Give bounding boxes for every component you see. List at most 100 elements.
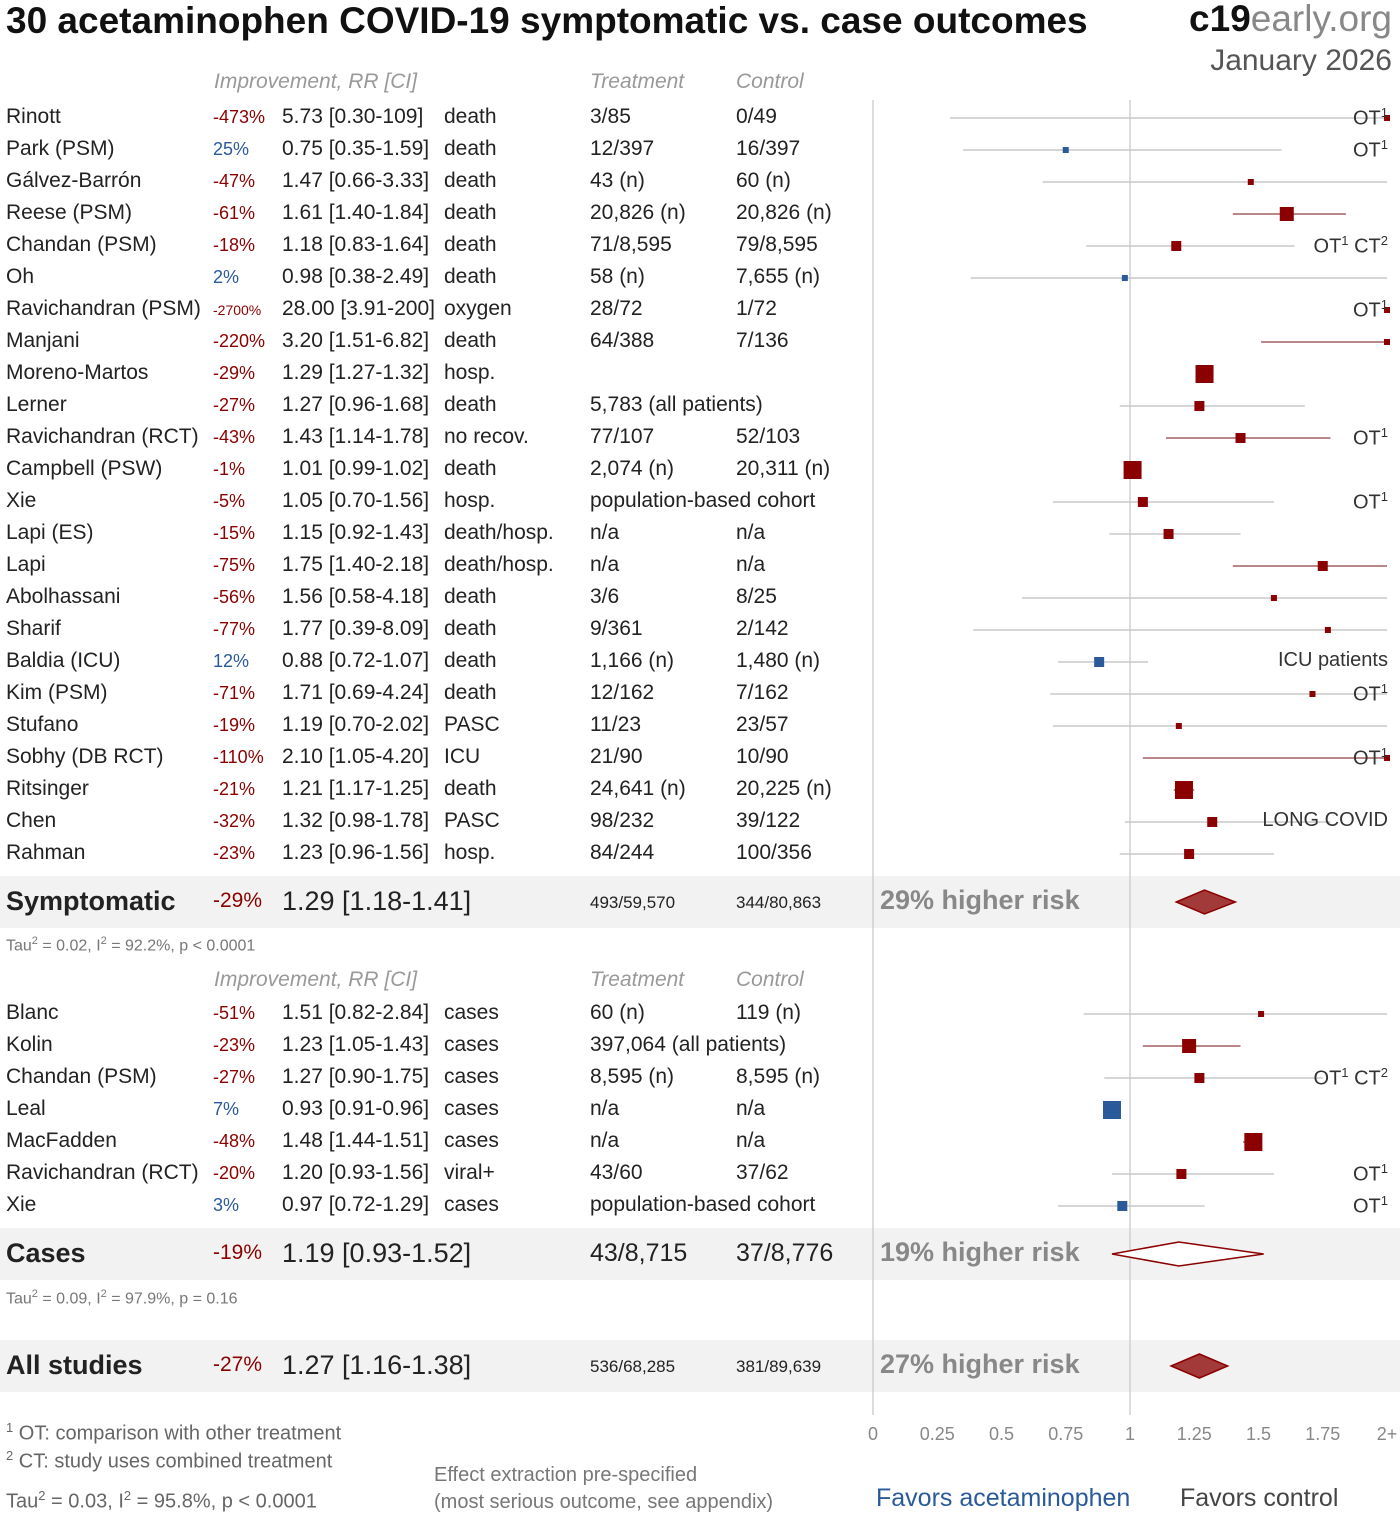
study-control: 39/122 — [736, 809, 801, 832]
study-treatment: 84/244 — [590, 841, 655, 864]
study-name: Manjani — [6, 329, 80, 352]
study-outcome: PASC — [444, 713, 500, 736]
study-outcome: cases — [444, 1065, 499, 1088]
study-improvement: -61% — [213, 203, 256, 223]
study-improvement: -23% — [213, 1035, 256, 1055]
study-rr: 1.15 [0.92-1.43] — [282, 521, 430, 544]
summary-name: Cases — [6, 1238, 86, 1268]
x-tick-label: 1.75 — [1305, 1424, 1340, 1444]
study-note: OT1 — [1352, 745, 1388, 770]
study-rr: 1.27 [0.90-1.75] — [282, 1065, 430, 1088]
point-estimate — [1207, 817, 1218, 827]
study-treatment: 58 (n) — [590, 265, 645, 288]
study-name: Chandan (PSM) — [6, 1065, 157, 1088]
study-rr: 1.29 [1.27-1.32] — [282, 361, 430, 384]
study-row: Ravichandran (RCT) -43% 1.43 [1.14-1.78] no… — [0, 421, 870, 453]
study-rr: 1.61 [1.40-1.84] — [282, 201, 430, 224]
study-improvement: -473% — [213, 107, 266, 127]
study-improvement: 2% — [213, 267, 240, 287]
x-tick-label: 0.5 — [989, 1424, 1014, 1444]
study-rr: 1.32 [0.98-1.78] — [282, 809, 430, 832]
study-treatment: n/a — [590, 521, 620, 544]
study-improvement: -27% — [213, 395, 256, 415]
study-rr: 0.75 [0.35-1.59] — [282, 137, 430, 160]
study-rr: 1.75 [1.40-2.18] — [282, 553, 430, 576]
study-control: 52/103 — [736, 425, 801, 448]
study-treatment: 60 (n) — [590, 1001, 645, 1024]
study-row: Kim (PSM) -71% 1.71 [0.69-4.24] death 12/162… — [0, 677, 870, 709]
study-outcome: cases — [444, 1129, 499, 1152]
study-row: Baldia (ICU) 12% 0.88 [0.72-1.07] death 1,16… — [0, 645, 870, 677]
study-treatment: n/a — [590, 1097, 620, 1120]
study-note: OT1 — [1352, 489, 1388, 514]
study-outcome: ICU — [444, 745, 481, 768]
study-outcome: cases — [444, 1001, 499, 1024]
study-improvement: -20% — [213, 1163, 256, 1183]
study-name: Ravichandran (RCT) — [6, 425, 199, 448]
study-name: Kim (PSM) — [6, 681, 108, 704]
effect-note-line2: (most serious outcome, see appendix) — [434, 1491, 774, 1513]
study-treatment: 77/107 — [590, 425, 655, 448]
point-estimate — [1247, 179, 1254, 185]
study-rr: 1.01 [0.99-1.02] — [282, 457, 430, 480]
study-outcome: viral+ — [444, 1161, 495, 1184]
summary-risk: 19% higher risk — [880, 1237, 1080, 1267]
point-estimate — [1175, 723, 1182, 729]
study-row: Oh 2% 0.98 [0.38-2.49] death 58 (n) 7,655 (n) — [0, 261, 870, 293]
study-rr: 1.56 [0.58-4.18] — [282, 585, 430, 608]
summary-risk: 27% higher risk — [880, 1349, 1080, 1379]
study-control: 100/356 — [736, 841, 812, 864]
heterogeneity-stats: Tau2 = 0.09, I2 = 97.9%, p = 0.16 — [6, 1288, 238, 1308]
brand-logo[interactable]: c19early.org — [1189, 0, 1392, 40]
summary-name: Symptomatic — [6, 886, 176, 916]
summary-control: 344/80,863 — [736, 893, 822, 912]
study-note: OT1 — [1352, 425, 1388, 450]
summary-diamond — [1174, 889, 1238, 915]
point-estimate — [1384, 307, 1390, 313]
effect-note-line1: Effect extraction pre-specified — [434, 1464, 698, 1486]
point-estimate — [1062, 147, 1069, 153]
study-rr: 0.88 [0.72-1.07] — [282, 649, 430, 672]
x-tick-label: 1.5 — [1246, 1424, 1271, 1444]
study-treatment: 98/232 — [590, 809, 655, 832]
summary-treatment: 43/8,715 — [590, 1239, 688, 1267]
study-treatment: 21/90 — [590, 745, 643, 768]
study-row: Lapi (ES) -15% 1.15 [0.92-1.43] death/hosp.… — [0, 517, 870, 549]
summary-improvement: -29% — [213, 889, 263, 912]
point-estimate — [1384, 755, 1390, 761]
study-improvement: -77% — [213, 619, 256, 639]
study-treatment: 43 (n) — [590, 169, 645, 192]
study-treatment: 9/361 — [590, 617, 643, 640]
study-treatment: 3/85 — [590, 105, 631, 128]
study-name: Lapi — [6, 553, 46, 576]
study-row: Moreno-Martos -29% 1.29 [1.27-1.32] hosp. — [0, 357, 870, 389]
study-row: MacFadden -48% 1.48 [1.44-1.51] cases n/a n/a — [0, 1125, 870, 1157]
study-note: OT1 — [1352, 137, 1388, 162]
point-estimate — [1324, 627, 1331, 633]
study-row: Chandan (PSM) -18% 1.18 [0.83-1.64] death 71… — [0, 229, 870, 261]
summary-row: Symptomatic -29% 1.29 [1.18-1.41] 493/59,57… — [0, 876, 870, 928]
study-treatment: n/a — [590, 1129, 620, 1152]
point-estimate — [1279, 207, 1294, 221]
study-name: Campbell (PSW) — [6, 457, 163, 480]
point-estimate — [1235, 433, 1246, 443]
study-rr: 0.97 [0.72-1.29] — [282, 1193, 430, 1216]
study-note: OT1 — [1352, 105, 1388, 130]
study-improvement: -43% — [213, 427, 256, 447]
point-estimate — [1163, 529, 1174, 539]
study-improvement: -110% — [213, 747, 264, 767]
point-estimate — [1258, 1011, 1265, 1017]
study-control: 7/136 — [736, 329, 789, 352]
study-name: Ravichandran (PSM) — [6, 297, 201, 320]
point-estimate — [1317, 561, 1328, 571]
x-tick-label: 0.25 — [920, 1424, 955, 1444]
study-improvement: -48% — [213, 1131, 256, 1151]
study-improvement: -71% — [213, 683, 256, 703]
brand-light: early.org — [1250, 0, 1392, 39]
study-rr: 1.47 [0.66-3.33] — [282, 169, 430, 192]
study-improvement: -220% — [213, 331, 266, 351]
summary-rr: 1.29 [1.18-1.41] — [282, 886, 472, 916]
study-control: 23/57 — [736, 713, 789, 736]
study-treatment: 8,595 (n) — [590, 1065, 675, 1088]
point-estimate — [1194, 401, 1205, 411]
